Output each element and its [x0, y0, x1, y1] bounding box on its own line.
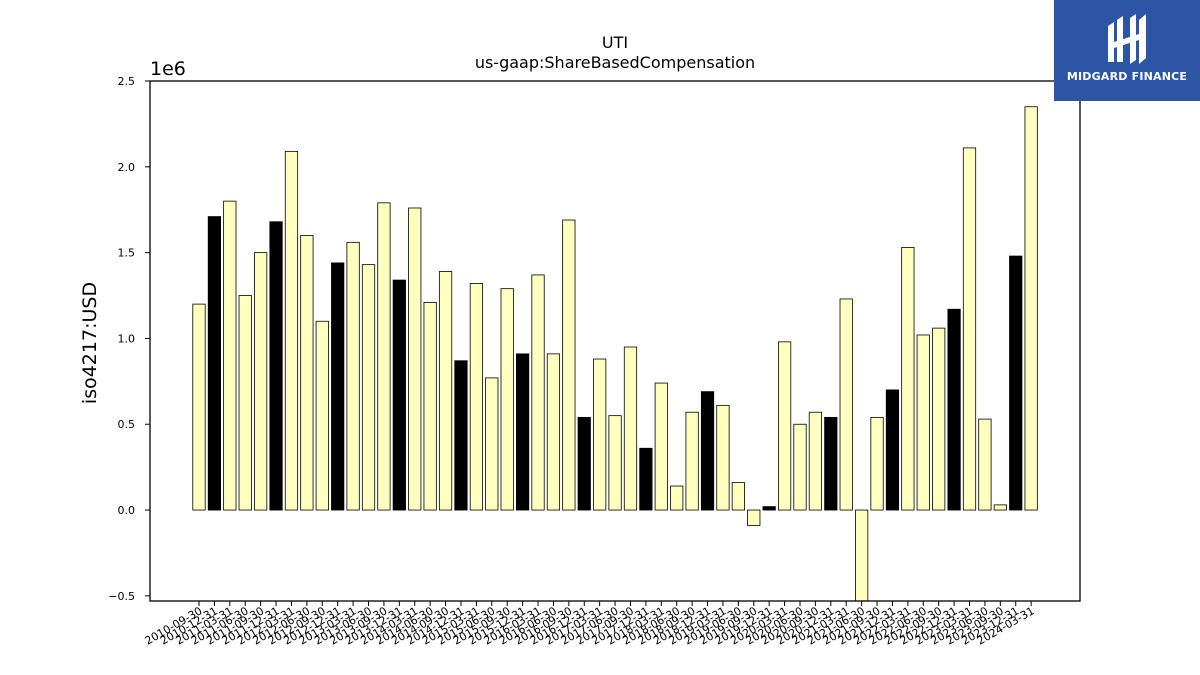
bar-2013-03-31 — [346, 241, 360, 511]
bar-2011-06-30 — [238, 295, 252, 511]
plot-frame — [149, 80, 1081, 602]
bar-2016-03-31 — [531, 274, 545, 511]
y-tick-label: 0.0 — [118, 504, 136, 517]
bar-2016-09-30 — [562, 219, 576, 511]
bar-2019-09-30 — [747, 509, 761, 526]
chart-title: UTI — [602, 33, 628, 52]
bar-2017-06-30 — [608, 415, 622, 511]
bar-2013-12-31 — [392, 279, 406, 511]
bar-2023-09-30 — [993, 504, 1007, 511]
y-offset-label: 1e6 — [150, 58, 186, 80]
bar-2011-09-30 — [254, 252, 268, 511]
bar-2015-06-30 — [485, 377, 499, 511]
y-tick-label: −0.5 — [108, 590, 135, 603]
bar-2015-03-31 — [469, 283, 483, 511]
bar-2012-12-31 — [331, 262, 345, 511]
bar-2022-03-31 — [901, 247, 915, 511]
y-tick-label: 1.5 — [118, 247, 136, 260]
bar-2021-03-31 — [839, 298, 853, 511]
bar-2010-12-31 — [207, 216, 222, 511]
bar-2021-12-31 — [885, 389, 900, 511]
y-tick-label: 2.5 — [118, 75, 136, 88]
bar-2020-06-30 — [793, 423, 807, 511]
bar-2013-09-30 — [377, 202, 391, 511]
y-axis: −0.5 0.0 0.5 1.0 1.5 2.0 2.5 — [108, 75, 150, 603]
bar-2022-06-30 — [916, 334, 930, 511]
y-tick-label: 1.0 — [118, 332, 136, 345]
bar-2023-06-30 — [978, 418, 992, 511]
bar-2018-12-31 — [700, 391, 715, 511]
bar-2012-09-30 — [315, 320, 329, 511]
bar-2024-03-31 — [1024, 106, 1038, 511]
bar-2020-12-31 — [824, 416, 838, 511]
y-tick-label: 0.5 — [118, 418, 136, 431]
bar-2020-03-31 — [777, 341, 792, 511]
bars — [192, 106, 1038, 602]
chart-subtitle: us-gaap:ShareBasedCompensation — [475, 53, 755, 72]
bar-2023-12-31 — [1009, 255, 1023, 511]
bar-2011-12-31 — [269, 221, 283, 511]
bar-2018-09-30 — [685, 411, 699, 511]
bar-2013-06-30 — [361, 264, 376, 511]
bar-2021-09-30 — [870, 416, 884, 511]
bar-2017-03-31 — [593, 358, 607, 511]
bar-2012-03-31 — [284, 150, 299, 511]
y-tick-label: 2.0 — [118, 161, 136, 174]
logo-mark-icon — [1108, 14, 1146, 64]
bar-2023-03-31 — [962, 147, 977, 511]
brand-logo: MIDGARD FINANCE — [1054, 0, 1200, 101]
bar-2019-06-30 — [731, 482, 745, 511]
bar-2011-03-31 — [223, 200, 237, 511]
bar-2019-12-31 — [762, 506, 776, 511]
bar-2018-06-30 — [670, 485, 684, 511]
bar-2018-03-31 — [654, 382, 668, 511]
bar-2022-09-30 — [932, 327, 946, 511]
x-axis: 2010-09-302010-12-312011-03-312011-06-30… — [143, 601, 1037, 648]
bar-2014-09-30 — [438, 271, 453, 511]
bar-2014-06-30 — [423, 301, 437, 511]
logo-text: MIDGARD FINANCE — [1066, 70, 1188, 83]
bar-2015-12-31 — [516, 353, 530, 511]
bar-2014-12-31 — [454, 360, 468, 511]
bar-2015-09-30 — [500, 288, 514, 511]
bar-2017-12-31 — [639, 447, 653, 511]
bar-2021-06-30 — [855, 509, 869, 602]
bar-2012-06-30 — [300, 235, 314, 511]
bar-2016-06-30 — [546, 353, 561, 511]
bar-2014-03-31 — [408, 207, 422, 511]
bar-2019-03-31 — [716, 404, 730, 511]
y-axis-label: iso4217:USD — [79, 282, 101, 404]
bar-2020-09-30 — [808, 411, 823, 511]
bar-2016-12-31 — [577, 416, 591, 511]
bar-2010-09-30 — [192, 303, 206, 511]
bar-2017-09-30 — [623, 346, 638, 511]
bar-2022-12-31 — [947, 308, 961, 511]
